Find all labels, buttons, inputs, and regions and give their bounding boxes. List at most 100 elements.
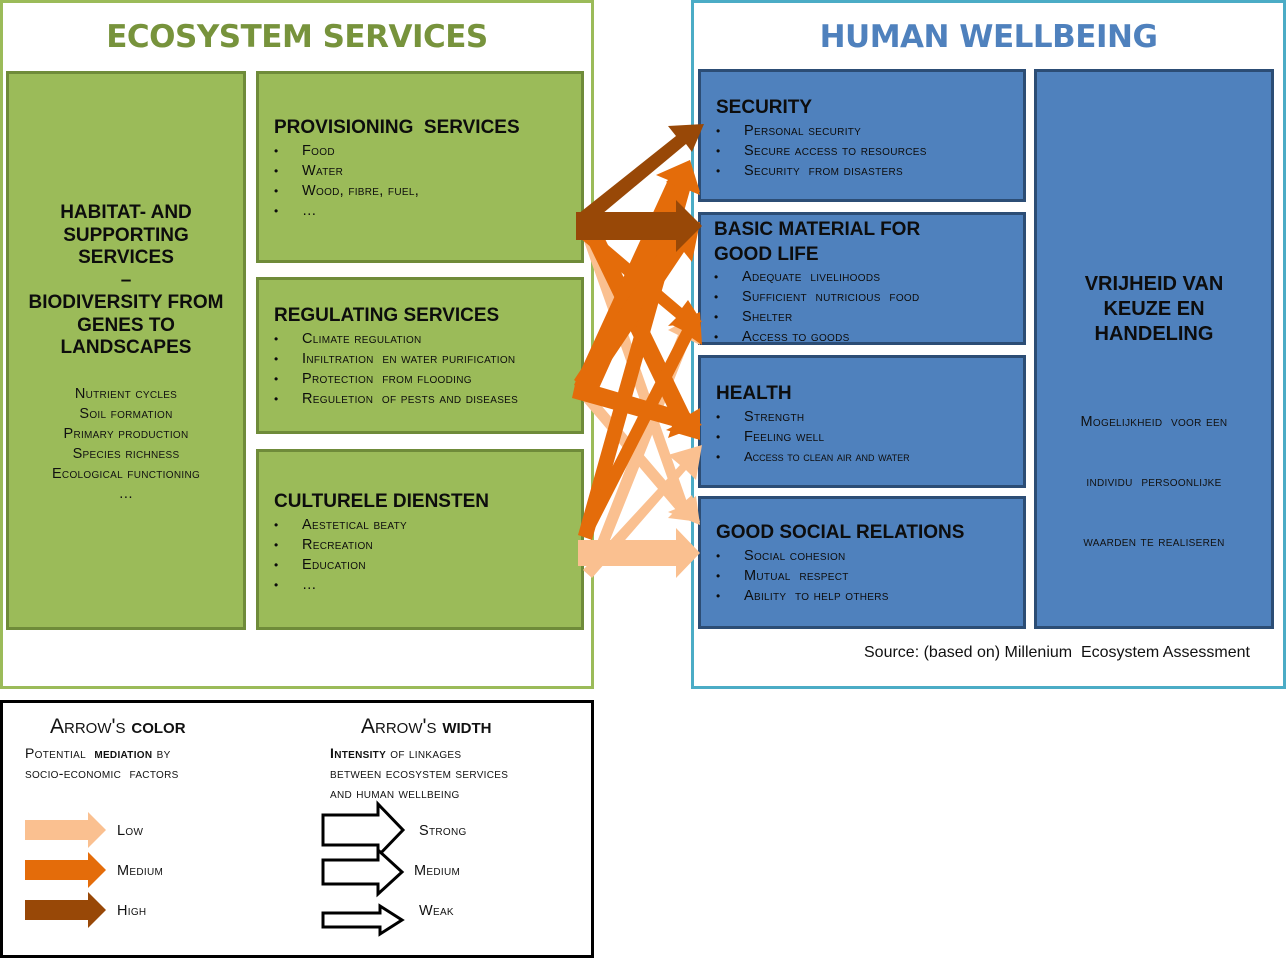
- arrow-low-culture-health: [583, 445, 702, 578]
- basic-material-title-line: GOOD LIFE: [714, 244, 819, 265]
- legend-width-subtitle-line: Intensity of linkages: [330, 743, 508, 763]
- freedom-title: VRIJHEID VAN KEUZE EN HANDELING: [1037, 272, 1271, 347]
- legend-arrow-medium: [25, 852, 106, 888]
- freedom-title-line: KEUZE EN: [1103, 298, 1205, 320]
- list-item: Wood, fibre, fuel,: [274, 181, 581, 201]
- habitat-title-line: HABITAT- AND: [60, 202, 192, 223]
- habitat-title-line: LANDSCAPES: [60, 337, 192, 358]
- list-item: …: [274, 201, 581, 221]
- regulating-services-box: REGULATING SERVICES Climate regulation I…: [256, 277, 584, 434]
- list-item: Security from disasters: [716, 161, 1023, 181]
- legend-label-high: High: [117, 903, 147, 919]
- legend-arrow-weak: [321, 903, 405, 937]
- habitat-item: Primary production: [63, 426, 189, 442]
- basic-material-list: Adequate livelihoods Sufficient nutricio…: [714, 267, 1023, 347]
- list-item: Access to clean air and water: [716, 447, 1023, 467]
- list-item: Infiltration en water purification: [274, 349, 581, 369]
- legend-text: between ecosystem services: [330, 765, 509, 781]
- legend-width-heading-plain: Arrow's: [361, 715, 443, 738]
- provisioning-title: PROVISIONING SERVICES: [274, 117, 520, 138]
- cultural-services-box: CULTURELE DIENSTEN Aestetical beaty Recr…: [256, 449, 584, 630]
- list-item: Education: [274, 555, 581, 575]
- legend-color-subtitle-line: Potential mediation by: [25, 743, 179, 763]
- legend-panel: Arrow's color Potential mediation by soc…: [0, 700, 594, 958]
- legend-width-subtitle: Intensity of linkages between ecosystem …: [330, 743, 508, 803]
- freedom-desc-line: waarden te realiseren: [1083, 534, 1225, 550]
- habitat-items: Nutrient cycles Soil formation Primary p…: [9, 384, 243, 504]
- legend-text-bold: mediation: [94, 745, 153, 761]
- freedom-desc-line: individu persoonlijke: [1086, 474, 1222, 490]
- list-item: Social cohesion: [716, 546, 1023, 566]
- social-relations-list: Social cohesion Mutual respect Ability t…: [716, 546, 1023, 606]
- legend-text: and human wellbeing: [330, 785, 460, 801]
- provisioning-list: Food Water Wood, fibre, fuel, …: [274, 141, 581, 221]
- habitat-title: HABITAT- AND SUPPORTING SERVICES – BIODI…: [9, 202, 243, 360]
- social-relations-box: GOOD SOCIAL RELATIONS Social cohesion Mu…: [698, 496, 1026, 629]
- legend-color-heading: Arrow's color: [50, 715, 186, 739]
- legend-label-medium: Medium: [117, 863, 164, 879]
- list-item: Climate regulation: [274, 329, 581, 349]
- freedom-description: Mogelijkheid voor een individu persoonli…: [1037, 372, 1271, 592]
- arrow-low-culture-material: [590, 315, 700, 565]
- list-item: Aestetical beaty: [274, 515, 581, 535]
- arrow-high-provision-security: [578, 124, 704, 224]
- list-item: Shelter: [714, 307, 1023, 327]
- legend-color-heading-plain: Arrow's: [50, 715, 132, 738]
- list-item: Food: [274, 141, 581, 161]
- legend-label-weak: Weak: [419, 903, 454, 919]
- regulating-list: Climate regulation Infiltration en water…: [274, 329, 581, 409]
- freedom-title-line: HANDELING: [1094, 323, 1214, 345]
- list-item: Personal security: [716, 121, 1023, 141]
- legend-color-heading-bold: color: [131, 715, 186, 738]
- habitat-title-line: BIODIVERSITY FROM: [28, 292, 224, 313]
- arrow-medium-culture-security: [578, 160, 700, 540]
- list-item: Protection from flooding: [274, 369, 581, 389]
- habitat-title-line: SERVICES: [78, 247, 174, 268]
- basic-material-box: BASIC MATERIAL FOR GOOD LIFE Adequate li…: [698, 212, 1026, 347]
- legend-text: socio-economic factors: [25, 765, 179, 781]
- list-item: …: [274, 575, 581, 595]
- legend-label-strong: Strong: [419, 823, 467, 839]
- list-item: Adequate livelihoods: [714, 267, 1023, 287]
- ecosystem-services-title: ECOSYSTEM SERVICES: [106, 19, 488, 55]
- list-item: Feeling well: [716, 427, 1023, 447]
- arrow-medium-culture-material: [580, 312, 702, 538]
- human-wellbeing-title: HUMAN WELLBEING: [819, 19, 1158, 55]
- regulating-title: REGULATING SERVICES: [274, 305, 500, 326]
- security-list: Personal security Secure access to resou…: [716, 121, 1023, 181]
- list-item: Access to goods: [714, 327, 1023, 347]
- security-title: SECURITY: [716, 97, 813, 118]
- security-box: SECURITY Personal security Secure access…: [698, 69, 1026, 202]
- legend-width-heading-bold: width: [442, 715, 492, 738]
- arrow-medium-provision-health: [578, 212, 700, 440]
- legend-width-subtitle-line: between ecosystem services: [330, 763, 508, 783]
- cultural-list: Aestetical beaty Recreation Education …: [274, 515, 581, 595]
- list-item: Secure access to resources: [716, 141, 1023, 161]
- legend-label-low: Low: [117, 823, 144, 839]
- arrow-medium-provision-material: [580, 228, 702, 326]
- legend-text: Potential: [25, 745, 95, 761]
- social-relations-title: GOOD SOCIAL RELATIONS: [716, 522, 965, 543]
- legend-arrow-low: [25, 812, 106, 848]
- freedom-title-line: VRIJHEID VAN: [1084, 273, 1224, 295]
- habitat-item: Nutrient cycles: [74, 386, 178, 402]
- habitat-title-line: GENES TO: [77, 314, 175, 336]
- legend-width-subtitle-line: and human wellbeing: [330, 783, 508, 803]
- source-note: Source: (based on) Millenium Ecosystem A…: [864, 644, 1250, 661]
- basic-material-title-line: BASIC MATERIAL FOR: [714, 219, 921, 240]
- list-item: Strength: [716, 407, 1023, 427]
- legend-arrow-swatches: [25, 800, 406, 937]
- legend-text: by: [152, 745, 171, 761]
- list-item: Water: [274, 161, 581, 181]
- basic-material-title: BASIC MATERIAL FOR GOOD LIFE: [714, 217, 1023, 267]
- habitat-item: Soil formation: [79, 406, 173, 422]
- legend-text: of linkages: [386, 745, 462, 761]
- list-item: Ability to help others: [716, 586, 1023, 606]
- arrow-low-regulate-social: [578, 390, 700, 522]
- legend-arrow-width-medium: [321, 846, 405, 898]
- arrow-high-provision-material: [576, 200, 702, 252]
- legend-color-subtitle-line: socio-economic factors: [25, 763, 179, 783]
- habitat-item: Ecological functioning: [51, 466, 201, 482]
- provisioning-services-box: PROVISIONING SERVICES Food Water Wood, f…: [256, 71, 584, 263]
- freedom-box: VRIJHEID VAN KEUZE EN HANDELING Mogelijk…: [1034, 69, 1274, 629]
